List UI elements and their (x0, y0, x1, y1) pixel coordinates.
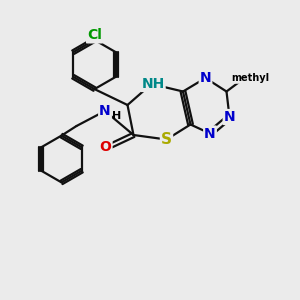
Text: methyl: methyl (231, 73, 269, 83)
Text: H: H (112, 111, 121, 122)
Text: NH: NH (141, 77, 165, 91)
Text: S: S (161, 132, 172, 147)
Text: N: N (224, 110, 235, 124)
Text: N: N (99, 104, 111, 118)
Text: N: N (204, 127, 216, 140)
Text: O: O (100, 140, 112, 154)
Text: N: N (200, 71, 211, 85)
Text: Cl: Cl (87, 28, 102, 42)
